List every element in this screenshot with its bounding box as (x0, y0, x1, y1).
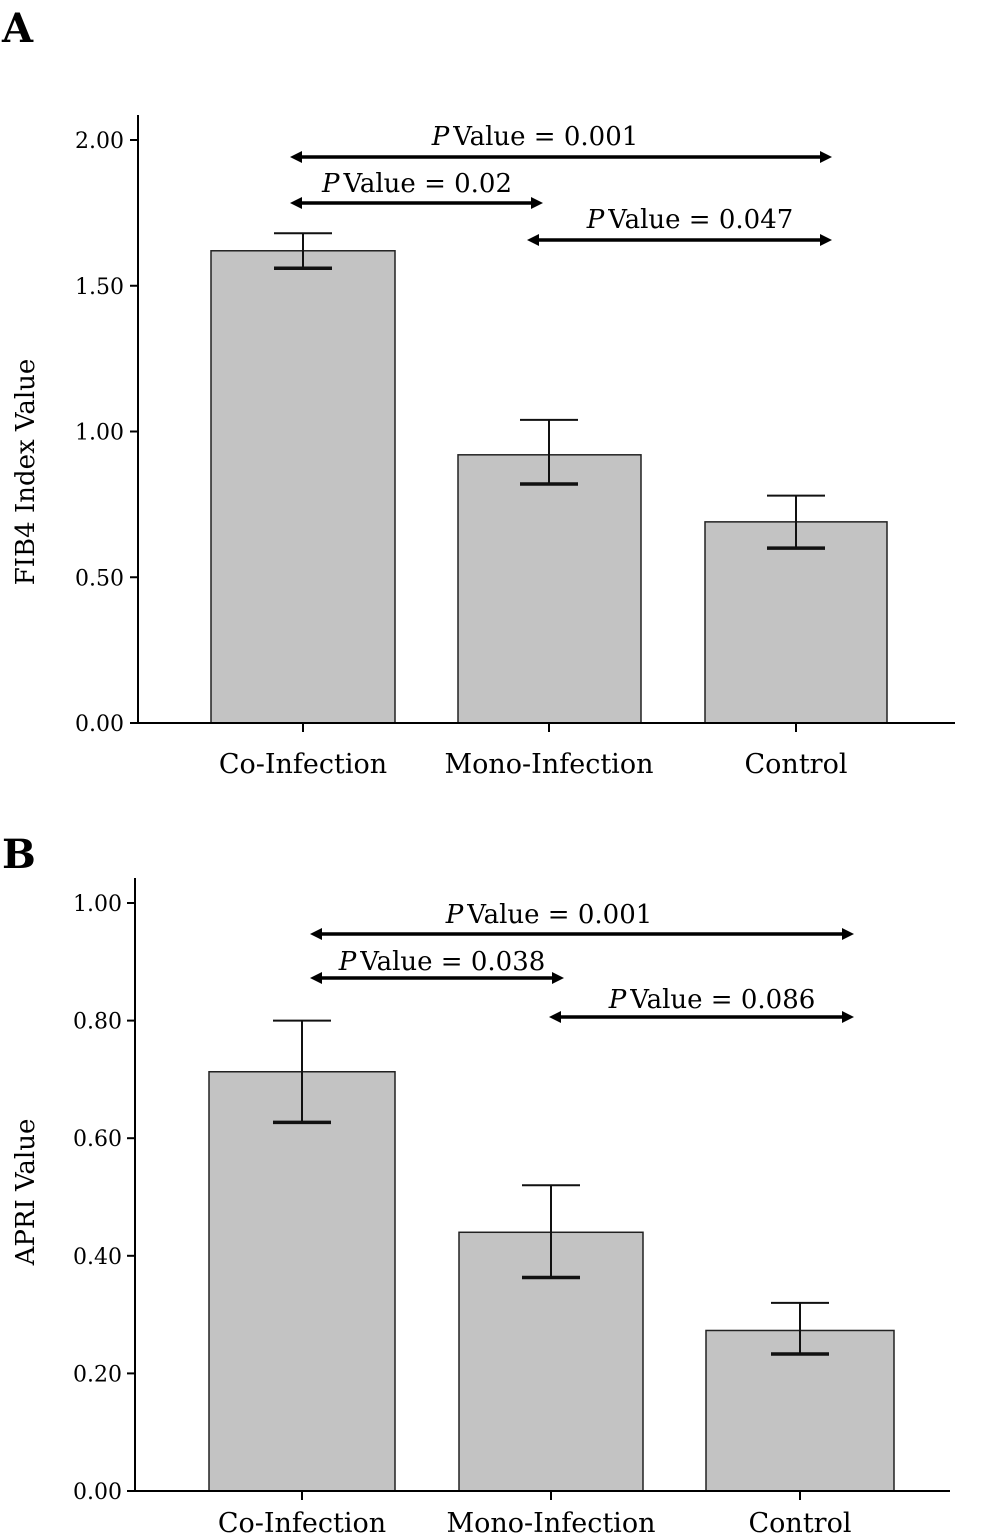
panel-a-significance-label-1: P Value = 0.02 (321, 169, 512, 199)
panel-b-significance-value-0: Value = 0.001 (466, 900, 652, 930)
panel-b-y-axis-title: APRI Value (11, 1119, 41, 1267)
panel-b-significance-value-2: Value = 0.086 (629, 985, 815, 1015)
panel-b-significance-arrow-0-head-left (310, 928, 322, 940)
panel-b-significance-arrow-2-head-right (842, 1011, 854, 1023)
panel-b-error-bar-1 (522, 1184, 580, 1280)
panel-b-y-tick-label-3: 0.60 (73, 1127, 122, 1152)
panel-b-significance-p-2: P (608, 985, 627, 1015)
panel-a-y-axis-title: FIB4 Index Value (11, 359, 41, 586)
panel-a-y-tick-label-0: 0.00 (75, 712, 124, 737)
panel-a-y-tick-label-2: 1.00 (75, 421, 124, 446)
panel-a-significance-label-0: P Value = 0.001 (431, 122, 639, 152)
panel-b: B 0.00 0.20 0.40 0.60 0.80 1.00 Co-Infection Mon… (2, 831, 950, 1539)
panel-a-significance-arrow-2-head-right (820, 234, 832, 246)
panel-a-y-tick-label-3: 1.50 (75, 275, 124, 300)
panel-a-significance-p-1: P (321, 169, 340, 199)
panel-a-significance-arrow-2 (527, 234, 832, 246)
panel-a-significance-p-0: P (431, 122, 450, 152)
panel-b-category-label-1: Mono-Infection (447, 1508, 656, 1539)
panel-b-significance-label-0: P Value = 0.001 (445, 900, 653, 930)
panel-b-category-label-0: Co-Infection (218, 1508, 386, 1539)
panel-a-bar-2 (704, 521, 888, 724)
panel-a: A 0.00 0.50 1.00 1.50 2.00 Co-Infection Mono-In… (1, 5, 955, 780)
panel-b-y-tick-label-5: 1.00 (73, 892, 122, 917)
panel-a-significance-value-0: Value = 0.001 (452, 122, 638, 152)
panel-b-significance-label-1: P Value = 0.038 (338, 947, 546, 977)
panel-a-error-bar-1 (520, 418, 578, 486)
panel-b-significance-label-2: P Value = 0.086 (608, 985, 816, 1015)
panel-a-significance-p-2: P (586, 205, 605, 235)
panel-a-significance-arrow-2-head-left (527, 234, 539, 246)
panel-b-significance-arrow-1-head-right (552, 972, 564, 984)
panel-a-category-label-2: Control (745, 749, 848, 780)
panel-b-significance-arrow-1-head-left (310, 972, 322, 984)
panel-a-significance-arrow-1-head-left (290, 197, 302, 209)
panel-a-significance-label-2: P Value = 0.047 (586, 205, 794, 235)
panel-a-category-label-1: Mono-Infection (445, 749, 654, 780)
panel-a-y-tick-label-1: 0.50 (75, 566, 124, 591)
panel-a-category-label-0: Co-Infection (219, 749, 387, 780)
panel-b-significance-arrow-0 (310, 928, 854, 940)
panel-a-bar-1 (457, 454, 642, 724)
panel-b-significance-arrow-2 (549, 1011, 854, 1023)
panel-b-category-label-2: Control (749, 1508, 852, 1539)
panel-b-error-bar-0 (273, 1019, 331, 1125)
panel-b-significance-arrow-2-head-left (549, 1011, 561, 1023)
panel-a-significance-value-1: Value = 0.02 (342, 169, 512, 199)
panel-b-significance-p-1: P (338, 947, 357, 977)
panel-b-label: B (2, 831, 36, 878)
panel-b-significance-value-1: Value = 0.038 (359, 947, 545, 977)
panel-a-error-bar-2 (767, 494, 825, 550)
panel-b-bar-0 (208, 1071, 396, 1492)
panel-a-significance-arrow-1 (290, 197, 543, 209)
panel-a-bar-0 (210, 250, 396, 724)
panel-a-y-tick-label-4: 2.00 (75, 129, 124, 154)
panel-b-y-tick-label-2: 0.40 (73, 1245, 122, 1270)
panel-b-significance-p-0: P (445, 900, 464, 930)
panel-b-y-tick-label-0: 0.00 (73, 1480, 122, 1505)
panel-b-y-tick-label-4: 0.80 (73, 1010, 122, 1035)
panel-a-error-bar-0 (274, 232, 332, 271)
panel-b-error-bar-2 (771, 1301, 829, 1356)
panel-b-bar-2 (705, 1329, 895, 1492)
panel-b-y-tick-label-1: 0.20 (73, 1362, 122, 1387)
panel-a-significance-arrow-0 (290, 151, 832, 163)
panel-a-significance-arrow-0-head-right (820, 151, 832, 163)
panel-b-significance-arrow-0-head-right (842, 928, 854, 940)
panel-b-significance-arrow-1 (310, 972, 564, 984)
panel-a-significance-arrow-0-head-left (290, 151, 302, 163)
panel-a-significance-arrow-1-head-right (531, 197, 543, 209)
panel-a-significance-value-2: Value = 0.047 (607, 205, 793, 235)
panel-a-label: A (1, 5, 34, 52)
